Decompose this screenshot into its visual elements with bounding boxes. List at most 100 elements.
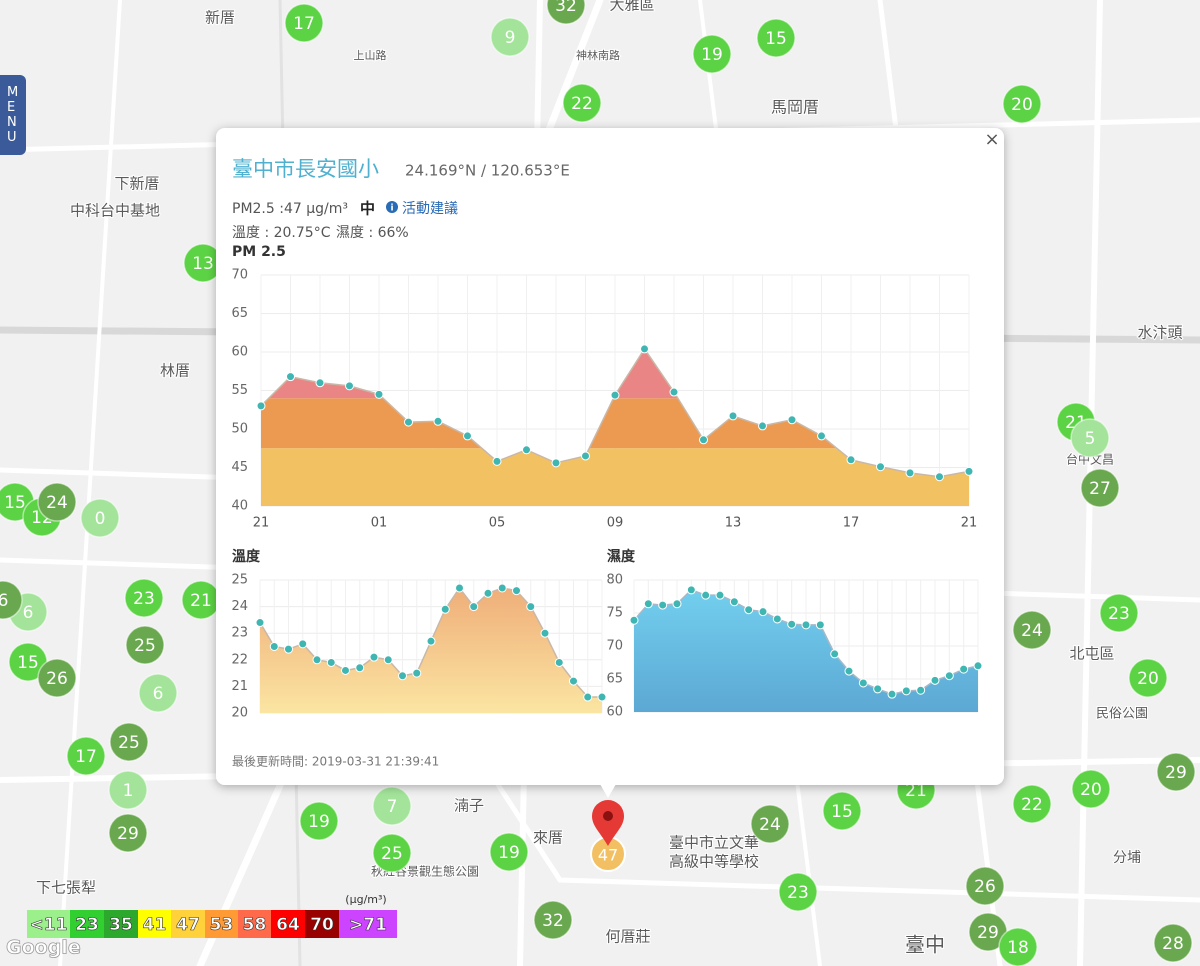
station-value: 6 [153,684,164,704]
station-marker[interactable] [37,658,77,698]
station-marker[interactable] [284,3,324,43]
data-point [830,649,840,659]
selected-station[interactable]: 47 [590,800,626,872]
station-value: 19 [498,843,520,863]
data-point [433,416,443,426]
area [634,589,978,712]
station-marker[interactable] [1071,769,1111,809]
data-point [744,605,754,615]
station-value: 21 [905,781,927,801]
station-marker[interactable] [1099,593,1139,633]
legend-swatch [271,910,305,938]
station-marker[interactable] [66,736,106,776]
data-point [658,600,668,610]
station-marker[interactable] [372,786,412,826]
station-value: 29 [117,824,139,844]
place-label: 台中文昌 [1066,452,1114,467]
station-marker[interactable] [756,18,796,58]
data-point [772,614,782,624]
station-marker[interactable] [372,833,412,873]
station-marker[interactable] [1002,84,1042,124]
station-marker[interactable] [998,927,1038,966]
data-point [964,466,974,476]
station-marker[interactable] [489,832,529,872]
station-marker[interactable] [109,722,149,762]
place-label: 水汴頭 [1137,324,1182,342]
advice-link[interactable]: 活動建議 [402,200,458,217]
y-tick-label: 23 [231,626,248,641]
station-value: 13 [192,254,214,274]
station-marker[interactable] [1156,752,1196,792]
place-label: 北屯區 [1069,645,1114,663]
data-point [412,668,422,678]
data-point [256,401,266,411]
data-point [286,372,295,382]
data-point [817,431,826,441]
legend-label: 23 [75,915,99,935]
chart-title: 濕度 [607,548,636,565]
station-marker[interactable] [562,83,602,123]
station-marker[interactable] [108,770,148,810]
data-point [640,344,649,354]
data-point [522,445,531,455]
station-marker[interactable] [1080,468,1120,508]
data-point [669,387,679,397]
data-point [758,607,768,617]
station-marker[interactable] [490,17,530,57]
legend-label: 41 [143,915,167,935]
station-marker[interactable] [0,580,23,620]
data-point [355,663,365,673]
close-button[interactable]: × [984,129,999,150]
station-marker[interactable] [778,872,818,912]
data-point [298,639,308,649]
data-point [455,583,464,593]
x-tick-label: 21 [253,516,270,531]
station-marker[interactable] [750,804,790,844]
station-marker[interactable] [1128,658,1168,698]
legend-label: <11 [30,915,68,935]
y-tick-label: 75 [606,606,623,621]
data-point [469,602,479,612]
station-title: 臺中市長安國小 [232,157,379,181]
station-marker[interactable] [965,866,1005,906]
station-marker[interactable] [138,673,178,713]
x-tick-label: 17 [843,516,860,531]
station-marker[interactable] [299,801,339,841]
y-tick-label: 70 [606,639,623,654]
place-label: 何厝莊 [605,928,650,946]
y-tick-label: 45 [231,460,248,475]
x-tick-label: 01 [371,516,388,531]
station-marker[interactable] [822,791,862,831]
station-value: 24 [1021,621,1043,641]
station-value: 23 [1108,604,1130,624]
station-marker[interactable] [1153,923,1193,963]
station-marker[interactable] [1070,418,1110,458]
station-marker[interactable] [124,578,164,618]
station-marker[interactable] [692,34,732,74]
station-marker[interactable] [533,900,573,940]
y-tick-label: 80 [606,573,623,588]
station-marker[interactable] [108,813,148,853]
station-value: 19 [701,45,723,65]
station-marker[interactable] [1012,784,1052,824]
popup: × 臺中市長安國小 24.169°N / 120.653°E PM2.5 :47… [216,128,1004,798]
y-tick-label: 70 [231,268,248,283]
station-marker[interactable] [546,0,586,25]
data-point [315,378,325,388]
data-point [512,586,521,596]
station-marker[interactable] [80,498,120,538]
menu-label: MENU [7,85,19,145]
data-point [729,597,739,607]
station-marker[interactable] [125,625,165,665]
info-icon[interactable] [386,201,398,213]
station-marker[interactable] [1012,610,1052,650]
menu-button[interactable]: MENU [0,75,26,155]
data-point [873,684,883,694]
y-tick-label: 50 [231,422,248,437]
place-label: 神林南路 [576,48,620,62]
station-value: 27 [1089,479,1111,499]
station-marker[interactable] [37,482,77,522]
station-value: 20 [1137,669,1159,689]
station-value: 20 [1011,95,1033,115]
